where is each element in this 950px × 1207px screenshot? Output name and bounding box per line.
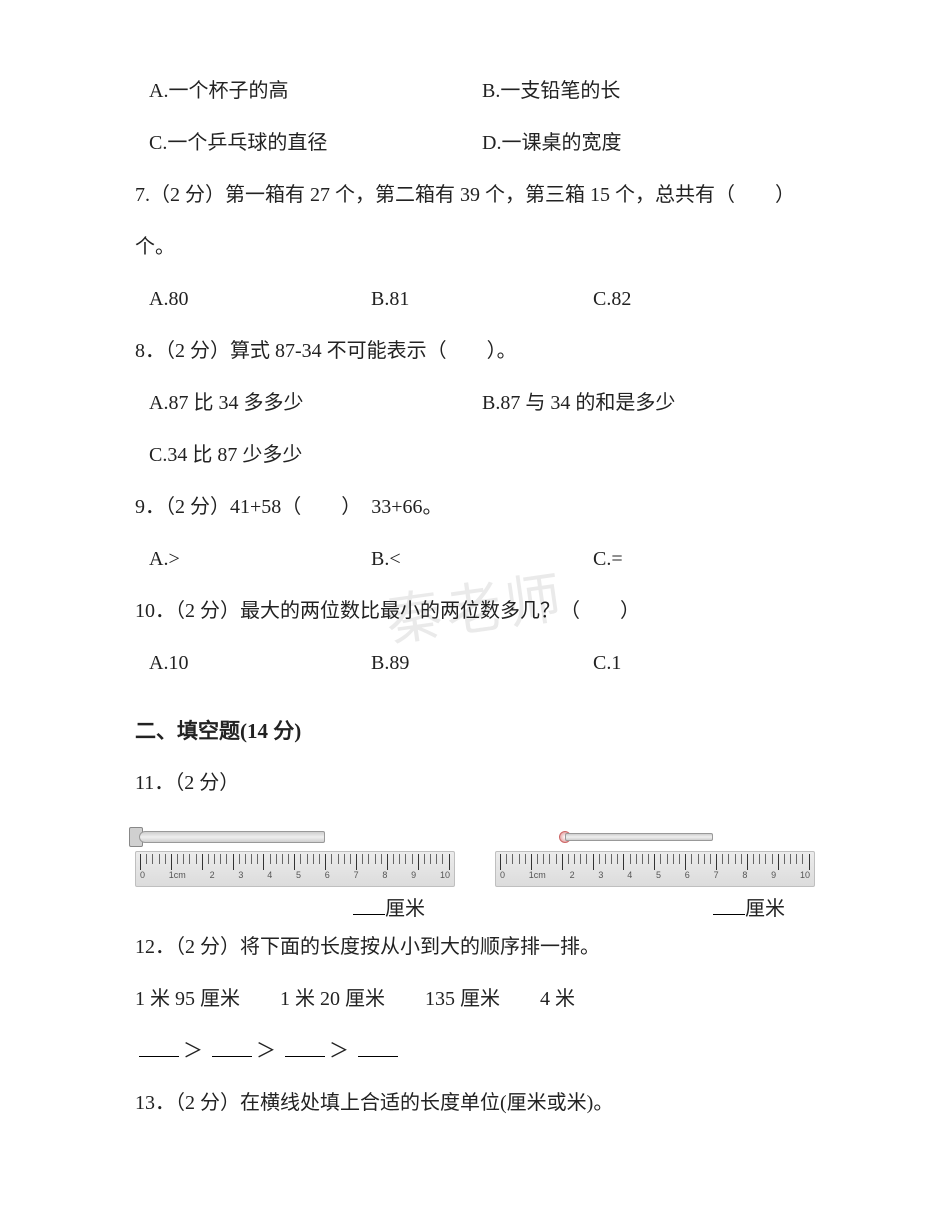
ruler-nums-2: 01cm2345678910 (500, 868, 810, 882)
unit-label-1: 厘米 (385, 898, 425, 920)
q10-options: A.10 B.89 C.1 (135, 647, 815, 679)
blank-underline (285, 1037, 325, 1057)
exam-page: A.一个杯子的高 B.一支铅笔的长 C.一个乒乓球的直径 D.一课桌的宽度 7.… (0, 0, 950, 1199)
q12-stem: 12．（2 分）将下面的长度按从小到大的顺序排一排。 (135, 931, 815, 963)
q10-option-b: B.89 (371, 647, 593, 679)
ruler-body-2: 01cm2345678910 (495, 851, 815, 887)
q12-ordering: ＞ ＞ ＞ (135, 1035, 815, 1067)
q7-option-a: A.80 (149, 283, 371, 315)
q7-stem2: 个。 (135, 231, 815, 263)
q9-option-b: B.< (371, 543, 593, 575)
q7-options: A.80 B.81 C.82 (135, 283, 815, 315)
q11-answer-2: 厘米 (495, 893, 815, 925)
q8-option-c: C.34 比 87 少多少 (135, 439, 815, 471)
q6-options-row1: A.一个杯子的高 B.一支铅笔的长 (135, 75, 815, 107)
blank-underline (139, 1037, 179, 1057)
q11-answer-1: 厘米 (135, 893, 455, 925)
q7-option-c: C.82 (593, 283, 815, 315)
blank-underline (353, 895, 385, 915)
q8-options-row1: A.87 比 34 多多少 B.87 与 34 的和是多少 (135, 387, 815, 419)
q13-stem: 13．（2 分）在横线处填上合适的长度单位(厘米或米)。 (135, 1087, 815, 1119)
q11-rulers: 01cm2345678910 厘米 01cm2345678910 厘米 (135, 819, 815, 925)
q11-ruler-2: 01cm2345678910 厘米 (495, 819, 815, 925)
blank-underline (212, 1037, 252, 1057)
q6-option-b: B.一支铅笔的长 (482, 75, 815, 107)
q9-options: A.> B.< C.= (135, 543, 815, 575)
section2-title: 二、填空题(14 分) (135, 715, 815, 749)
ruler-nums-1: 01cm2345678910 (140, 868, 450, 882)
q7-option-b: B.81 (371, 283, 593, 315)
q9-stem: 9．（2 分）41+58（ ） 33+66。 (135, 491, 815, 523)
q9-option-c: C.= (593, 543, 815, 575)
ruler-figure-2: 01cm2345678910 (495, 841, 815, 887)
blank-underline (713, 895, 745, 915)
q11-stem: 11．（2 分） (135, 767, 815, 799)
q10-stem: 10．（2 分）最大的两位数比最小的两位数多几？（ ） (135, 595, 815, 627)
q6-option-c: C.一个乒乓球的直径 (149, 127, 482, 159)
q6-option-d: D.一课桌的宽度 (482, 127, 815, 159)
ruler-figure-1: 01cm2345678910 (135, 841, 455, 887)
q8-option-b: B.87 与 34 的和是多少 (482, 387, 815, 419)
q8-stem: 8．（2 分）算式 87-34 不可能表示（ ）。 (135, 335, 815, 367)
q10-option-c: C.1 (593, 647, 815, 679)
q10-option-a: A.10 (149, 647, 371, 679)
gt-symbol: ＞ (183, 1040, 203, 1062)
q6-options-row2: C.一个乒乓球的直径 D.一课桌的宽度 (135, 127, 815, 159)
gt-symbol: ＞ (256, 1040, 276, 1062)
q8-option-a: A.87 比 34 多多少 (149, 387, 482, 419)
nail-body-icon (139, 831, 325, 843)
q11-ruler-1: 01cm2345678910 厘米 (135, 819, 455, 925)
nail2-body-icon (565, 833, 712, 841)
q9-option-a: A.> (149, 543, 371, 575)
unit-label-2: 厘米 (745, 898, 785, 920)
gt-symbol: ＞ (329, 1040, 349, 1062)
ruler-body-1: 01cm2345678910 (135, 851, 455, 887)
q12-items: 1 米 95 厘米 1 米 20 厘米 135 厘米 4 米 (135, 983, 815, 1015)
q7-stem: 7.（2 分）第一箱有 27 个，第二箱有 39 个，第三箱 15 个，总共有（… (135, 179, 815, 211)
blank-underline (358, 1037, 398, 1057)
q6-option-a: A.一个杯子的高 (149, 75, 482, 107)
